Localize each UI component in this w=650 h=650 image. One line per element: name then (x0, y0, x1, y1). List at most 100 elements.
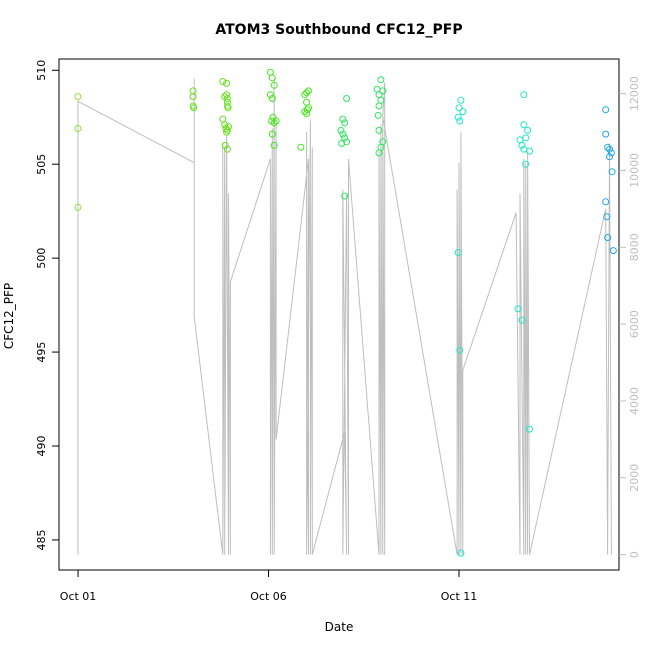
data-point (606, 145, 613, 153)
x-tick-label: Oct 11 (441, 590, 478, 603)
y2-tick-label: 2000 (628, 464, 641, 492)
data-point (270, 119, 278, 127)
x-tick-label: Oct 01 (60, 590, 97, 603)
data-point (268, 130, 276, 138)
data-point (377, 76, 385, 84)
data-point (456, 117, 464, 125)
data-point (266, 91, 274, 99)
data-point (74, 203, 82, 211)
data-point (520, 91, 528, 99)
data-point (341, 192, 349, 200)
y2-tick-label: 4000 (628, 387, 641, 415)
x-axis-title: Date (325, 620, 354, 634)
y2-axis: 0 2000 4000 6000 8000 10000 12000 (619, 76, 641, 558)
chart-title: ATOM3 Southbound CFC12_PFP (215, 22, 462, 38)
data-point (602, 198, 610, 206)
data-point (454, 113, 462, 121)
data-point (514, 305, 522, 313)
data-point (375, 126, 383, 134)
data-point (223, 145, 231, 153)
data-point (602, 130, 610, 138)
data-point (374, 111, 382, 119)
data-point (373, 85, 381, 93)
data-point (375, 149, 383, 157)
y-tick-label: 500 (35, 248, 48, 269)
x-tick-label: Oct 06 (250, 590, 287, 603)
data-point (343, 138, 351, 146)
data-point (379, 87, 387, 95)
data-point (189, 93, 197, 101)
y2-tick-label: 0 (628, 551, 641, 558)
data-point (526, 147, 533, 155)
data-point (526, 425, 533, 433)
points-layer (74, 68, 617, 557)
data-point (608, 168, 616, 176)
data-point (604, 143, 612, 151)
data-point (609, 247, 617, 255)
data-point (518, 141, 526, 149)
data-point (343, 95, 351, 102)
data-point (604, 234, 612, 241)
y2-tick-label: 12000 (628, 76, 641, 111)
data-point (221, 141, 229, 149)
plot-box (58, 58, 620, 571)
y-tick-label: 485 (35, 529, 48, 550)
data-point (270, 141, 278, 149)
y2-tick-label: 8000 (628, 233, 641, 261)
data-point (375, 91, 383, 99)
data-point (224, 104, 232, 112)
data-point (74, 93, 82, 101)
data-point (602, 106, 610, 114)
data-point (459, 108, 467, 116)
data-point (377, 96, 385, 104)
data-point (457, 96, 465, 104)
data-point (457, 549, 465, 557)
data-point (190, 104, 198, 112)
data-point (338, 140, 346, 147)
y-tick-label: 495 (35, 342, 48, 363)
data-point (189, 87, 197, 95)
secondary-line-layer (77, 78, 612, 555)
y-axis-title: CFC12_PFP (2, 283, 16, 349)
data-point (270, 81, 278, 89)
data-point (341, 119, 349, 127)
data-point (303, 106, 311, 114)
data-point (272, 117, 280, 125)
data-point (454, 249, 462, 256)
data-point (522, 160, 530, 168)
data-point (518, 316, 526, 324)
data-point (74, 125, 82, 132)
data-point (341, 134, 349, 142)
data-point (522, 134, 530, 142)
y-tick-label: 510 (35, 60, 48, 81)
data-point (456, 346, 464, 354)
y-tick-label: 505 (35, 154, 48, 175)
data-point (303, 110, 311, 117)
data-point (339, 115, 347, 123)
data-point (268, 74, 276, 82)
data-point (223, 126, 231, 134)
data-point (337, 126, 345, 134)
y2-tick-label: 10000 (628, 153, 641, 188)
data-point (339, 130, 347, 138)
data-point (607, 149, 615, 157)
data-point (223, 95, 231, 102)
y-axis: 485 490 495 500 505 510 (35, 60, 59, 550)
data-point (219, 115, 227, 123)
data-point (223, 79, 231, 87)
data-point (268, 95, 276, 102)
data-point (303, 89, 311, 97)
data-point (301, 91, 309, 99)
data-point (223, 91, 231, 99)
data-point (297, 143, 305, 151)
secondary-series-line (77, 78, 612, 555)
data-point (603, 213, 611, 221)
y2-tick-label: 6000 (628, 310, 641, 338)
data-point (221, 121, 229, 129)
x-axis: Oct 01 Oct 06 Oct 11 (60, 570, 477, 603)
data-point (305, 87, 312, 95)
data-point (524, 126, 532, 134)
data-point (516, 136, 524, 144)
data-point (303, 98, 311, 106)
